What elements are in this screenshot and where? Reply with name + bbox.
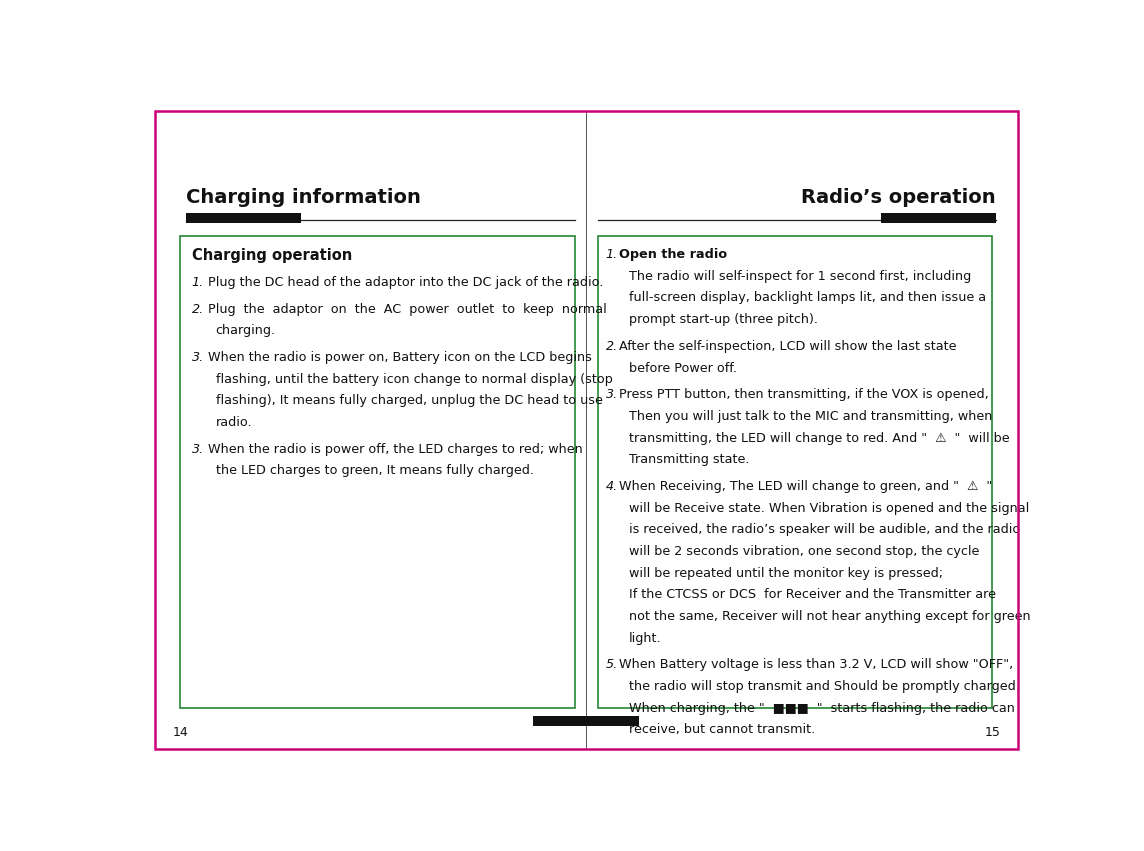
Text: not the same, Receiver will not hear anything except for green: not the same, Receiver will not hear any… (629, 610, 1031, 623)
Text: Open the radio: Open the radio (619, 248, 728, 261)
Text: The radio will self-inspect for 1 second first, including: The radio will self-inspect for 1 second… (629, 270, 971, 283)
Text: the LED charges to green, It means fully charged.: the LED charges to green, It means fully… (216, 465, 534, 477)
Text: Radio’s operation: Radio’s operation (801, 187, 996, 207)
Text: When Receiving, The LED will change to green, and "  ⚠  ": When Receiving, The LED will change to g… (619, 480, 992, 494)
Text: When Battery voltage is less than 3.2 V, LCD will show "OFF",: When Battery voltage is less than 3.2 V,… (619, 659, 1014, 671)
Text: After the self-inspection, LCD will show the last state: After the self-inspection, LCD will show… (619, 340, 956, 353)
Text: 3.: 3. (192, 351, 204, 364)
Text: will be 2 seconds vibration, one second stop, the cycle: will be 2 seconds vibration, one second … (629, 545, 979, 558)
Text: will be repeated until the monitor key is pressed;: will be repeated until the monitor key i… (629, 567, 943, 580)
Text: 15: 15 (985, 726, 1000, 739)
Bar (881, 213, 996, 223)
Text: Charging information: Charging information (185, 187, 421, 207)
Text: Plug the DC head of the adaptor into the DC jack of the radio.: Plug the DC head of the adaptor into the… (208, 276, 603, 288)
Text: 2.: 2. (606, 340, 618, 353)
Text: will be Receive state. When Vibration is opened and the signal: will be Receive state. When Vibration is… (629, 502, 1030, 515)
Text: flashing, until the battery icon change to normal display (stop: flashing, until the battery icon change … (216, 373, 612, 386)
Text: Transmitting state.: Transmitting state. (629, 454, 749, 466)
Text: full-screen display, backlight lamps lit, and then issue a: full-screen display, backlight lamps lit… (629, 292, 986, 305)
Text: 1.: 1. (192, 276, 204, 288)
Text: 4.: 4. (606, 480, 618, 494)
Text: 3.: 3. (606, 388, 618, 402)
Text: transmitting, the LED will change to red. And "  ⚠  "  will be: transmitting, the LED will change to red… (629, 431, 1009, 445)
Text: radio.: radio. (216, 416, 253, 429)
Text: light.: light. (629, 631, 661, 644)
Text: 3.: 3. (192, 443, 204, 456)
Text: When the radio is power off, the LED charges to red; when: When the radio is power off, the LED cha… (208, 443, 582, 456)
Text: 5.: 5. (606, 659, 618, 671)
Text: is received, the radio’s speaker will be audible, and the radio: is received, the radio’s speaker will be… (629, 523, 1020, 536)
Bar (181, 237, 574, 708)
Text: the radio will stop transmit and Should be promptly charged.: the radio will stop transmit and Should … (629, 680, 1019, 693)
Text: Charging operation: Charging operation (192, 248, 352, 263)
Text: Press PTT button, then transmitting, if the VOX is opened,: Press PTT button, then transmitting, if … (619, 388, 988, 402)
Text: charging.: charging. (216, 324, 276, 337)
Text: 2.: 2. (192, 303, 204, 316)
Text: receive, but cannot transmit.: receive, but cannot transmit. (629, 723, 816, 736)
Text: When charging, the "  ■■■  "  starts flashing, the radio can: When charging, the " ■■■ " starts flashi… (629, 702, 1015, 715)
Text: flashing), It means fully charged, unplug the DC head to use: flashing), It means fully charged, unplu… (216, 394, 603, 408)
Text: If the CTCSS or DCS  for Receiver and the Transmitter are: If the CTCSS or DCS for Receiver and the… (629, 588, 996, 602)
Text: Then you will just talk to the MIC and transmitting, when: Then you will just talk to the MIC and t… (629, 410, 992, 423)
Text: Plug  the  adaptor  on  the  AC  power  outlet  to  keep  normal: Plug the adaptor on the AC power outlet … (208, 303, 606, 316)
Text: 14: 14 (173, 726, 188, 739)
Text: prompt start-up (three pitch).: prompt start-up (three pitch). (629, 313, 818, 326)
Text: When the radio is power on, Battery icon on the LCD begins: When the radio is power on, Battery icon… (208, 351, 591, 364)
Text: 1.: 1. (606, 248, 618, 261)
Bar (598, 237, 992, 708)
Text: before Power off.: before Power off. (629, 362, 737, 374)
Bar (185, 213, 301, 223)
Bar (533, 716, 639, 726)
